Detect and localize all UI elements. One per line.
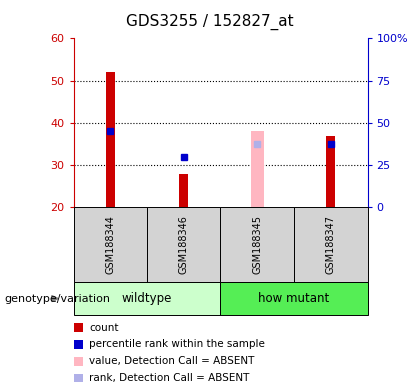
Bar xyxy=(251,131,264,207)
Text: GDS3255 / 152827_at: GDS3255 / 152827_at xyxy=(126,13,294,30)
Text: how mutant: how mutant xyxy=(258,292,330,305)
Text: percentile rank within the sample: percentile rank within the sample xyxy=(89,339,265,349)
Text: genotype/variation: genotype/variation xyxy=(4,293,110,304)
Text: GSM188346: GSM188346 xyxy=(179,215,189,274)
Text: value, Detection Call = ABSENT: value, Detection Call = ABSENT xyxy=(89,356,255,366)
Bar xyxy=(106,72,115,207)
Text: GSM188344: GSM188344 xyxy=(105,215,115,274)
Bar xyxy=(179,174,188,207)
Text: wildtype: wildtype xyxy=(122,292,172,305)
Text: GSM188345: GSM188345 xyxy=(252,215,262,274)
Text: GSM188347: GSM188347 xyxy=(326,215,336,274)
Bar xyxy=(326,136,335,207)
Text: rank, Detection Call = ABSENT: rank, Detection Call = ABSENT xyxy=(89,373,249,383)
Text: count: count xyxy=(89,323,118,333)
